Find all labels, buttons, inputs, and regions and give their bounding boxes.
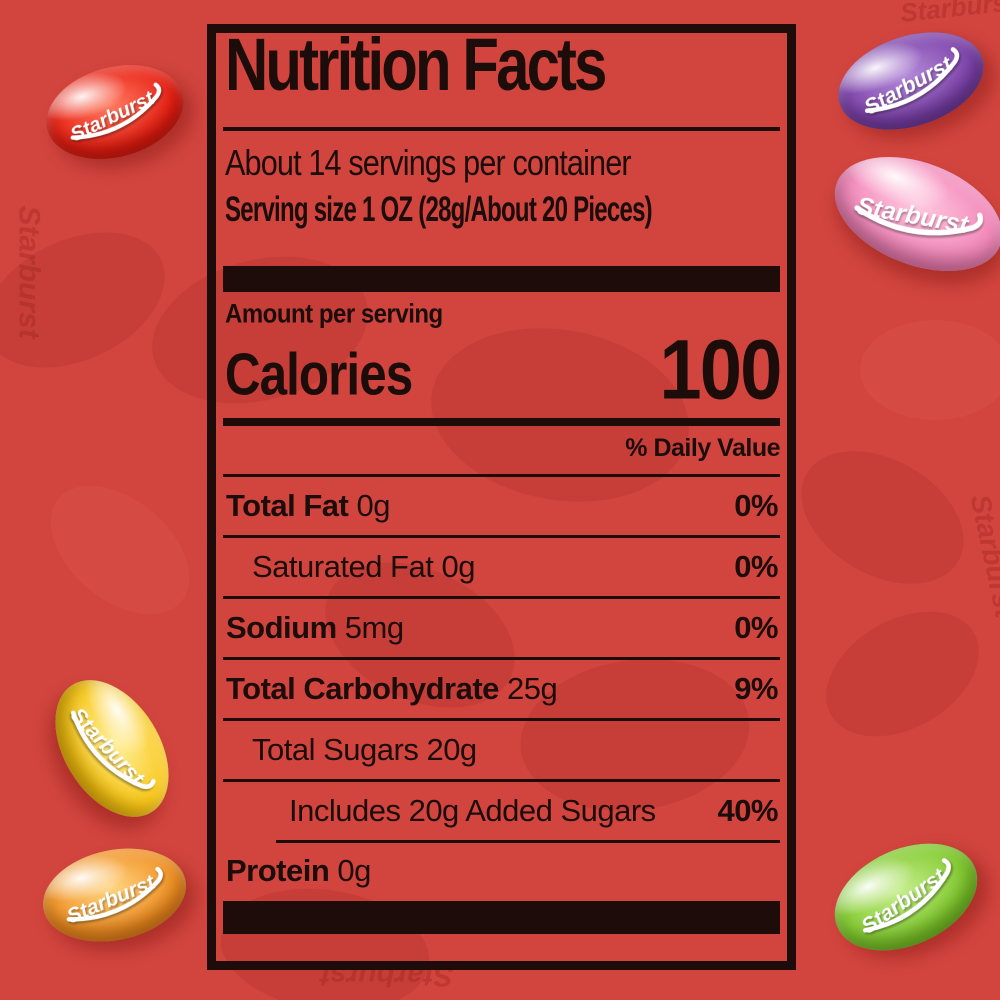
nutrient-dv: 0%	[734, 610, 778, 645]
nutrition-facts-label: Nutrition Facts About 14 servings per co…	[207, 24, 796, 970]
starburst-watermark: Starburst	[964, 491, 1000, 620]
starburst-logo: Starburst	[65, 703, 156, 790]
serving-size: Serving size 1 OZ (28g/About 20 Pieces)	[225, 189, 653, 229]
jelly-bean-yellow: Starburst	[31, 659, 193, 838]
svg-text:Starburst: Starburst	[65, 703, 149, 790]
thick-separator-top	[223, 266, 780, 292]
nutrient-amount: 25g	[507, 671, 558, 706]
nutrient-row: Total Sugars 20g	[223, 718, 780, 779]
calories-rule	[223, 418, 780, 426]
nutrient-name: Includes 20g Added Sugars	[289, 793, 656, 828]
svg-text:Starburst: Starburst	[67, 86, 159, 146]
svg-text:Starburst: Starburst	[860, 51, 957, 119]
nutrient-dv: 0%	[734, 549, 778, 584]
title-rule	[223, 127, 780, 131]
nutrient-rows: Total Fat 0g 0% Saturated Fat 0g 0% Sodi…	[223, 474, 780, 901]
svg-text:Starburst: Starburst	[857, 864, 950, 939]
amount-per-serving-label: Amount per serving	[225, 299, 443, 330]
starburst-logo: Starburst	[857, 858, 951, 939]
nutrient-row: Includes 20g Added Sugars 40%	[223, 779, 780, 840]
svg-text:Starburst: Starburst	[64, 870, 160, 928]
nutrient-name: Total Sugars	[252, 732, 419, 767]
daily-value-header: % Daily Value	[625, 434, 780, 462]
nutrient-row: Saturated Fat 0g 0%	[223, 535, 780, 596]
servings-per-container: About 14 servings per container	[225, 142, 632, 183]
nutrient-dv: 0%	[734, 488, 778, 523]
jelly-bean-pink: Starburst	[818, 135, 1000, 293]
jelly-bean-orange: Starburst	[34, 835, 195, 955]
nutrient-amount: 0g	[356, 488, 391, 523]
background-bean-shape	[804, 585, 1000, 763]
nutrient-name: Total Fat	[226, 488, 349, 523]
nutrient-dv: 9%	[734, 671, 778, 706]
calories-label: Calories	[224, 341, 413, 409]
nutrient-row: Protein 0g	[223, 840, 780, 901]
nutrition-facts-content: Nutrition Facts About 14 servings per co…	[216, 27, 787, 967]
nutrient-row: Total Fat 0g 0%	[223, 474, 780, 535]
background-bean-shape	[860, 320, 1000, 420]
nutrition-facts-title: Nutrition Facts	[225, 23, 607, 107]
jelly-bean-purple: Starburst	[825, 15, 997, 147]
starburst-logo: Starburst	[64, 866, 163, 928]
nutrient-amount: 0g	[337, 852, 371, 888]
starburst-logo: Starburst	[853, 192, 983, 240]
thick-separator-bottom	[223, 901, 780, 934]
background-bean-shape	[777, 423, 988, 612]
calories-row: Calories 100	[223, 322, 782, 417]
jelly-bean-green: Starburst	[817, 822, 995, 972]
nutrient-amount: 20g	[426, 732, 477, 767]
nutrient-amount: 0g	[441, 549, 475, 584]
nutrient-name: Total Carbohydrate	[226, 671, 499, 706]
nutrient-row: Total Carbohydrate 25g 9%	[223, 657, 780, 718]
starburst-logo: Starburst	[67, 82, 161, 146]
nutrient-row: Sodium 5mg 0%	[223, 596, 780, 657]
nutrient-name: Sodium	[226, 610, 337, 645]
starburst-watermark: Starburst	[12, 205, 46, 339]
nutrient-amount: 5mg	[344, 610, 404, 645]
nutrient-name: Protein	[226, 852, 330, 888]
calories-value: 100	[658, 322, 782, 417]
nutrient-name: Saturated Fat	[252, 549, 434, 584]
background-bean-shape	[26, 460, 214, 640]
starburst-logo: Starburst	[860, 46, 959, 119]
starburst-watermark: Starburst	[898, 0, 1000, 28]
jelly-bean-red: Starburst	[35, 50, 195, 174]
nutrient-dv: 40%	[717, 793, 778, 828]
